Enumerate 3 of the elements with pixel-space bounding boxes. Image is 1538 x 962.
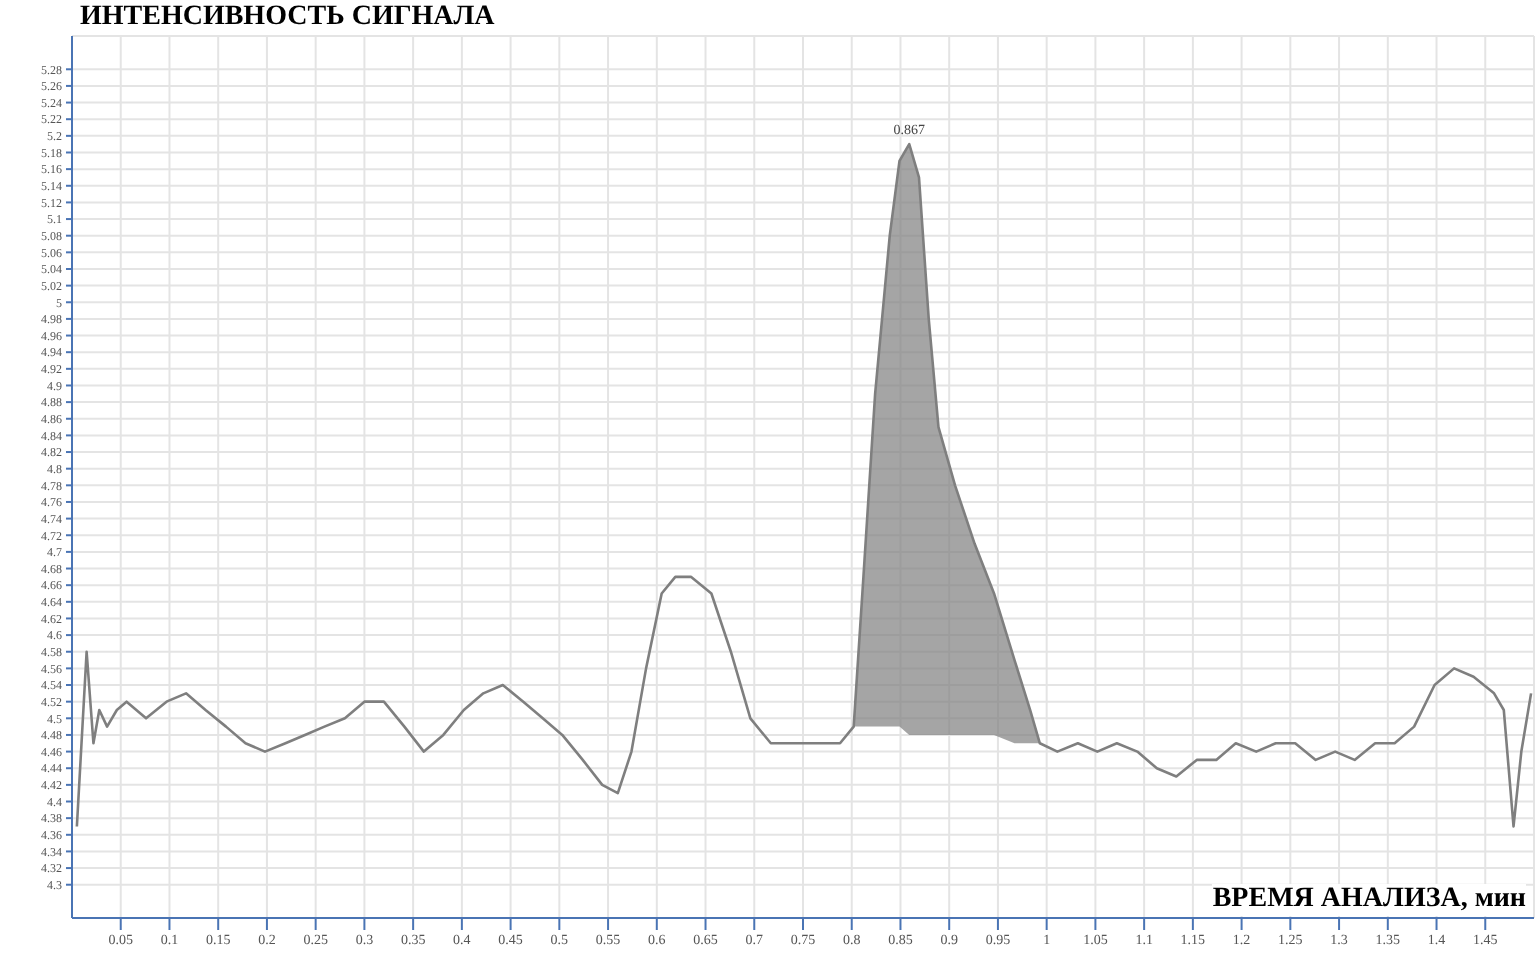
x-axis-title: ВРЕМЯ АНАЛИЗА, мин — [1212, 884, 1526, 916]
line-series — [75, 142, 1533, 828]
chart-title: ИНТЕНСИВНОСТЬ СИГНАЛА — [80, 2, 495, 34]
